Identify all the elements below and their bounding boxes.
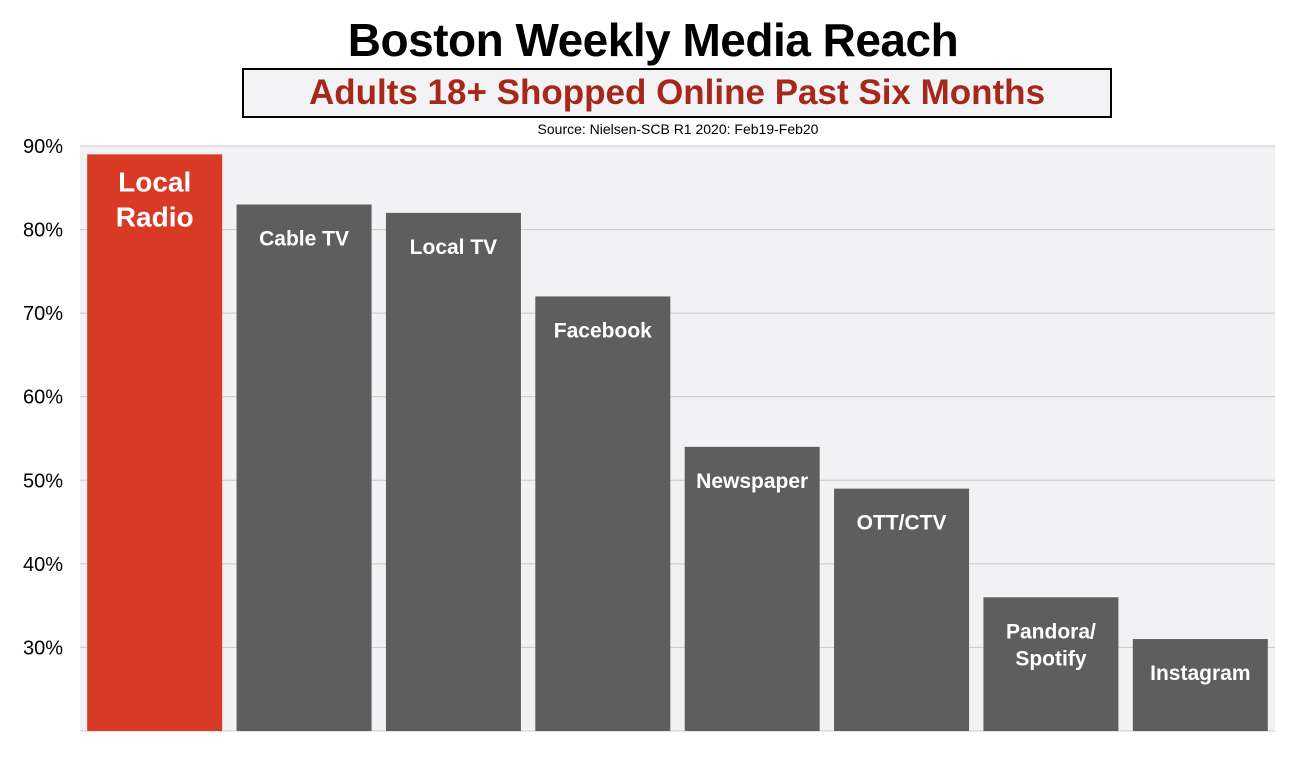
bar-3 [535,296,671,731]
chart-title: Boston Weekly Media Reach [347,14,959,66]
chart-subtitle: Adults 18+ Shopped Online Past Six Month… [308,73,1046,112]
bar-label: Pandora/ [1006,620,1096,643]
y-tick-label: 80% [23,220,63,242]
bar-5 [834,488,970,731]
y-tick-label: 90% [23,136,63,158]
bar-2 [385,212,521,731]
bar-1 [236,204,372,731]
bar-label: Newspaper [696,470,808,493]
bar-label: Local TV [410,236,498,259]
y-tick-label: 60% [23,387,63,409]
bar-label: Cable TV [259,228,349,251]
bar-label: Radio [116,201,194,232]
bar-label: Facebook [554,319,652,342]
y-tick-label: 50% [23,470,63,492]
bar-4 [684,446,820,731]
bar-label: OTT/CTV [857,512,947,535]
y-tick-label: 30% [23,637,63,659]
bar-0 [87,154,223,731]
bar-label: Instagram [1150,662,1250,685]
bar-label: Spotify [1015,647,1086,670]
y-tick-label: 70% [23,303,63,325]
y-tick-label: 40% [23,554,63,576]
bar-6 [983,597,1119,731]
bar-label: Local [118,166,191,197]
bar-7 [1132,639,1268,731]
source-note: Source: Nielsen-SCB R1 2020: Feb19-Feb20 [537,121,819,137]
subtitle-box: Adults 18+ Shopped Online Past Six Month… [242,68,1112,118]
